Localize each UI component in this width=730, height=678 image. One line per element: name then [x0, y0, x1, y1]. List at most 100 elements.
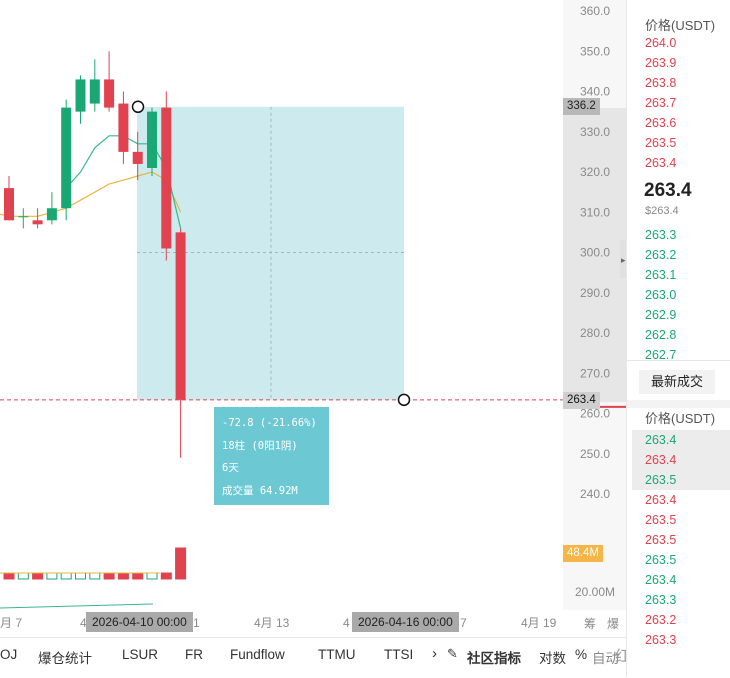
axis-collapse-handle[interactable]	[620, 240, 626, 278]
measure-bars: 18柱 (0阳1阴)	[222, 439, 298, 452]
toolbar-item-ttsi[interactable]: TTSI	[384, 647, 414, 662]
bid-price[interactable]: 263.3	[645, 228, 677, 242]
watermark-text: 红杉btc	[615, 648, 626, 665]
volume-bar	[3, 572, 15, 580]
date-tick: 月 7	[0, 616, 22, 630]
volume-bar	[160, 572, 172, 580]
candle-body	[4, 188, 14, 221]
auto-scale-toggle[interactable]: 自动	[592, 651, 619, 666]
date-tick: 7	[460, 616, 467, 630]
candle-body	[132, 151, 143, 164]
edit-icon[interactable]: ✎	[447, 646, 458, 661]
current-price-label: 263.4	[563, 392, 600, 409]
ask-price[interactable]: 263.5	[645, 136, 677, 150]
candle-body	[175, 232, 186, 400]
bid-price[interactable]: 263.2	[645, 248, 677, 262]
volume-value-label: 48.4M	[563, 545, 603, 562]
community-indicator-button[interactable]: 社区指标	[467, 651, 521, 666]
collapse-arrow-icon[interactable]: ▸	[621, 255, 626, 265]
last-price: 263.4	[644, 180, 692, 201]
bid-price[interactable]: 263.0	[645, 288, 677, 302]
price-tick: 280.0	[580, 326, 610, 340]
latest-trades-tab[interactable]: 最新成交	[639, 370, 715, 394]
trade-price[interactable]: 263.4	[645, 573, 677, 587]
volume-bar	[117, 572, 129, 580]
price-tick: 300.0	[580, 246, 610, 260]
candle-body	[18, 216, 29, 218]
measure-tooltip: -72.8 (-21.66%) 18柱 (0阳1阴) 6天 成交量 64.92M	[214, 407, 329, 505]
trade-price[interactable]: 263.5	[645, 513, 677, 527]
orderbook-panel: 价格(USDT) 264.0 263.9 263.8 263.7 263.6 263.5 2…	[626, 0, 730, 677]
start-date-label: 2026-04-10 00:00	[86, 612, 193, 632]
chip-distribution-icon: 筹	[584, 617, 596, 631]
toolbar-item-lsur[interactable]: LSUR	[122, 647, 159, 662]
log-scale-toggle[interactable]: 对数	[539, 651, 566, 666]
date-tick: 4月 19	[521, 616, 557, 630]
candle-body	[61, 107, 72, 209]
trade-price[interactable]: 263.3	[645, 593, 677, 607]
toolbar-item-ttmu[interactable]: TTMU	[318, 647, 356, 662]
trade-price[interactable]: 263.2	[645, 613, 677, 627]
price-tick: 250.0	[580, 447, 610, 461]
toolbar-item-fr[interactable]: FR	[185, 647, 203, 662]
toolbar-item-liquidation[interactable]: 爆仓统计	[38, 651, 92, 666]
candle-body	[89, 79, 100, 104]
trade-price[interactable]: 263.5	[645, 533, 677, 547]
measure-axis-highlight	[563, 108, 626, 402]
price-chart[interactable]: ▸ 360.0 350.0 340.0 330.0 320.0 310.0 300.0 290…	[0, 0, 626, 637]
trade-price[interactable]: 263.4	[645, 453, 677, 467]
volume-bar	[146, 572, 158, 580]
date-tick: 4	[343, 616, 350, 630]
indicator-line	[0, 603, 154, 609]
ask-price[interactable]: 263.7	[645, 96, 677, 110]
trade-price[interactable]: 263.5	[645, 553, 677, 567]
volume-bar	[103, 572, 115, 580]
date-tick: 4	[80, 616, 87, 630]
toolbar-more-arrow-icon[interactable]: ›	[432, 645, 437, 662]
measure-days: 6天	[222, 462, 239, 474]
price-tick: 350.0	[580, 44, 610, 58]
trade-price[interactable]: 263.4	[645, 493, 677, 507]
toolbar-item-fundflow[interactable]: Fundflow	[230, 647, 285, 662]
candle-body	[161, 107, 172, 249]
bid-price[interactable]: 263.1	[645, 268, 677, 282]
divider	[627, 360, 730, 361]
price-tick: 260.0	[580, 407, 610, 421]
ask-price[interactable]: 263.8	[645, 76, 677, 90]
volume-bar	[60, 572, 72, 580]
trades-highlight	[632, 430, 730, 490]
ask-price[interactable]: 263.9	[645, 56, 677, 70]
toolbar-item-oj[interactable]: OJ	[0, 647, 18, 662]
price-tick: 270.0	[580, 366, 610, 380]
ask-price[interactable]: 263.6	[645, 116, 677, 130]
bid-price[interactable]: 262.9	[645, 308, 677, 322]
candle-body	[118, 103, 129, 152]
measure-start-handle	[131, 100, 145, 114]
last-price-usd: $263.4	[645, 205, 679, 217]
volume-bar	[132, 572, 144, 580]
volume-bar	[17, 572, 29, 580]
volume-bar	[75, 572, 86, 580]
measure-change: -72.8 (-21.66%)	[222, 417, 317, 429]
measure-end-handle	[397, 393, 411, 407]
price-tick: 310.0	[580, 205, 610, 219]
candle-body	[104, 79, 115, 108]
percent-scale-toggle[interactable]: %	[575, 647, 588, 662]
date-tick: 1	[193, 616, 200, 630]
candle-body	[32, 220, 43, 225]
candle-body	[46, 208, 57, 221]
volume-bar	[32, 572, 44, 580]
price-tick: 340.0	[580, 85, 610, 99]
ask-price[interactable]: 264.0	[645, 36, 677, 50]
trade-price[interactable]: 263.4	[645, 433, 677, 447]
trade-price[interactable]: 263.3	[645, 633, 677, 647]
trade-price[interactable]: 263.5	[645, 473, 677, 487]
date-tick: 4月 13	[254, 616, 290, 630]
volume-bar	[89, 572, 101, 580]
chart-area[interactable]: ▸ 360.0 350.0 340.0 330.0 320.0 310.0 300.0 290…	[0, 0, 626, 678]
price-tick: 240.0	[580, 487, 610, 501]
ask-price[interactable]: 263.4	[645, 156, 677, 170]
bid-price[interactable]: 262.8	[645, 328, 677, 342]
bid-price[interactable]: 262.7	[645, 348, 677, 362]
volume-bar	[46, 572, 58, 580]
